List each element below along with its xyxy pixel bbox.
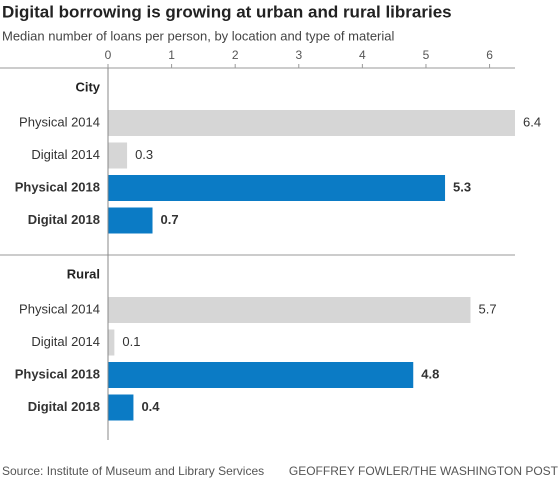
value-label: 0.3 xyxy=(135,147,153,162)
chart-title: Digital borrowing is growing at urban an… xyxy=(2,2,452,21)
bar xyxy=(108,394,134,421)
value-label: 5.7 xyxy=(478,301,496,316)
category-label: Digital 2014 xyxy=(31,334,100,349)
value-label: 0.1 xyxy=(122,334,140,349)
value-label: 0.4 xyxy=(141,399,160,414)
category-label: Digital 2018 xyxy=(28,399,100,414)
credit: GEOFFREY FOWLER/THE WASHINGTON POST xyxy=(289,464,559,478)
bar xyxy=(108,110,515,136)
bar xyxy=(108,207,153,234)
bar xyxy=(108,175,446,201)
category-label: Physical 2018 xyxy=(15,179,100,194)
x-tick-label: 3 xyxy=(295,48,302,62)
x-tick-label: 2 xyxy=(232,48,239,62)
chart-subtitle: Median number of loans per person, by lo… xyxy=(2,28,395,43)
bar xyxy=(108,297,471,323)
bar xyxy=(108,329,115,356)
value-label: 5.3 xyxy=(453,179,471,194)
category-label: Physical 2014 xyxy=(19,301,100,316)
value-label: 4.8 xyxy=(421,366,439,381)
x-tick-label: 6 xyxy=(486,48,493,62)
group-label: City xyxy=(75,79,100,94)
category-label: Physical 2014 xyxy=(19,114,100,129)
value-label: 6.4 xyxy=(523,114,541,129)
group-label: Rural xyxy=(67,266,100,281)
x-tick-label: 4 xyxy=(359,48,366,62)
source: Source: Institute of Museum and Library … xyxy=(2,464,264,478)
bar xyxy=(108,142,128,169)
value-label: 0.7 xyxy=(161,212,179,227)
x-tick-label: 0 xyxy=(105,48,112,62)
bar xyxy=(108,362,414,388)
x-tick-label: 5 xyxy=(423,48,430,62)
category-label: Digital 2014 xyxy=(31,147,100,162)
category-label: Physical 2018 xyxy=(15,366,100,381)
x-tick-label: 1 xyxy=(168,48,175,62)
category-label: Digital 2018 xyxy=(28,212,100,227)
